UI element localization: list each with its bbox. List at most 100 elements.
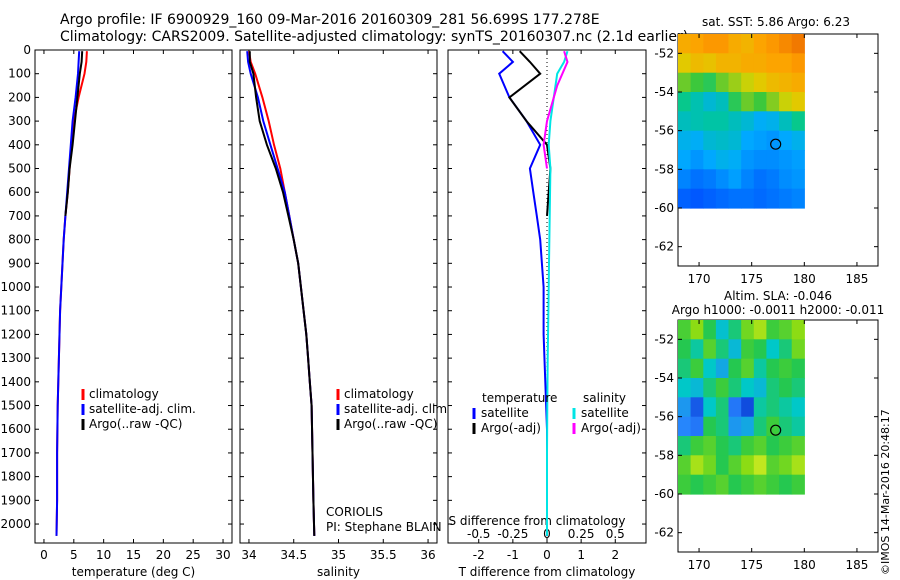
heatmap-cell [715,34,730,54]
legend-label: climatology [89,387,159,401]
heatmap-cell [715,169,730,190]
y-tick-label: 0 [23,43,31,57]
heatmap-cell [791,416,805,437]
heatmap-cell [728,455,742,476]
legend-label: Argo(..raw -QC) [89,417,182,431]
heatmap-cell [690,92,704,112]
temperature-panel: 0100200300400500600700800900100011001200… [0,43,233,579]
sst_map-title: sat. SST: 5.86 Argo: 6.23 [702,15,850,29]
heatmap-cell [753,150,767,170]
legend-label: Argo(-adj) [481,421,541,435]
heatmap-cell [678,378,692,398]
y-tick-label: 200 [8,90,31,104]
heatmap-cell [791,111,805,132]
x-tick-label: 175 [740,558,763,572]
heatmap-cell [715,188,730,209]
heatmap-cell [753,474,767,495]
heatmap-cell [791,397,805,418]
heatmap-cell [741,150,755,170]
y-tick-label: 700 [8,209,31,223]
y-tick-label: 2000 [0,517,31,531]
annotation-label: CORIOLIS [326,505,383,519]
heatmap-cell [741,111,755,132]
heatmap-cell [690,150,704,170]
heatmap-cell [766,474,780,495]
heatmap-cell [678,358,692,379]
heatmap-cell [703,111,717,132]
heatmap-cell [791,53,805,74]
heatmap-cell [703,150,717,170]
heatmap-cell [791,92,805,112]
y-tick-label: -58 [654,448,674,462]
heatmap-cell [678,169,692,190]
heatmap-cell [779,339,793,360]
heatmap-cell [741,474,755,495]
heatmap-cell [715,339,730,360]
heatmap-cell [779,130,793,151]
heatmap-cell [715,130,730,151]
heatmap-cell [766,34,780,54]
x-tick-label: 0 [543,548,551,562]
annotation-label: PI: Stephane BLAIN [326,520,442,534]
x-tick-label: 15 [126,548,141,562]
heatmap-cell [703,474,717,495]
heatmap-cell [728,53,742,74]
sla_map-panel: 170 175 180 185 -52 -54 -56 -58 -60 -62 Altim. SLA… [654,289,884,572]
legend-label: satellite [581,406,629,420]
top-xlabel: S difference from climatology [449,514,626,528]
heatmap-cell [678,111,692,132]
heatmap-cell [741,455,755,476]
heatmap-cell [779,378,793,398]
heatmap-cell [753,92,767,112]
heatmap-cell [678,416,692,437]
y-tick-label: 1500 [0,399,31,413]
y-tick-label: 1200 [0,327,31,341]
heatmap-cell [779,474,793,495]
y-tick-label: 800 [8,233,31,247]
heatmap-cell [715,72,730,93]
legend-title: temperature [482,391,557,405]
x-tick-label: 170 [688,272,711,286]
heatmap-cell [678,53,692,74]
heatmap-cell [791,455,805,476]
heatmap-cell [728,34,742,54]
y-tick-label: -54 [654,371,674,385]
temperature-xlabel: temperature (deg C) [72,565,195,579]
heatmap-cell [766,188,780,209]
heatmap-cell [753,111,767,132]
heatmap-cell [766,397,780,418]
y-tick-label: -62 [654,526,674,540]
legend-label: satellite-adj. clim. [344,402,451,416]
heatmap-cell [741,130,755,151]
heatmap-cell [678,339,692,360]
heatmap-cell [715,320,730,340]
heatmap-cell [690,455,704,476]
y-tick-label: 1800 [0,470,31,484]
x-tick-label: 35.5 [370,548,397,562]
climatology-title: Climatology: CARS2009. Satellite-adjuste… [60,29,689,45]
heatmap-cell [791,339,805,360]
heatmap-cell [690,34,704,54]
heatmap-cell [703,130,717,151]
heatmap-cell [741,34,755,54]
heatmap-cell [766,111,780,132]
y-tick-label: 1400 [0,375,31,389]
y-tick-label: 1600 [0,422,31,436]
heatmap-cell [741,320,755,340]
heatmap-cell [753,378,767,398]
heatmap-cell [753,53,767,74]
legend-label: satellite-adj. clim. [89,402,196,416]
y-tick-label: 500 [8,162,31,176]
x-tick-label: 34.5 [280,548,307,562]
heatmap-cell [728,397,742,418]
heatmap-cell [741,378,755,398]
top-x-tick-label: 0.5 [606,527,625,541]
heatmap-cell [791,320,805,340]
heatmap-cell [690,111,704,132]
legend-label: Argo(..raw -QC) [344,417,437,431]
heatmap-cell [753,339,767,360]
heatmap-cell [741,416,755,437]
y-tick-label: 600 [8,185,31,199]
y-tick-label: 900 [8,256,31,270]
